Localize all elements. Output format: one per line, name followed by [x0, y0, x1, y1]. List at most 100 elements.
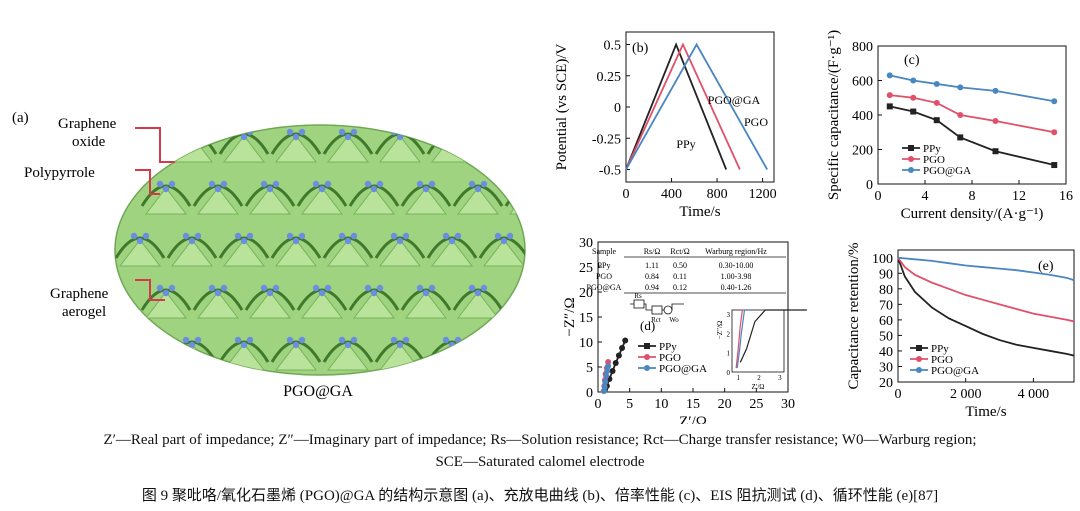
polypyrrole-dot: [292, 133, 300, 141]
x-tick-label: 16: [1059, 189, 1073, 204]
x-tick-label: 12: [1012, 189, 1026, 204]
table-header: Sample: [592, 247, 616, 256]
x-tick-label: 400: [661, 187, 682, 202]
aerogel-cell: [300, 187, 344, 215]
y-tick-label: 30: [879, 360, 893, 375]
legend-marker: [644, 365, 650, 371]
table-cell: 0.50: [673, 261, 687, 270]
y-tick-label: 80: [879, 283, 893, 298]
data-point: [612, 360, 619, 366]
series-line-pgo-ga: [897, 256, 1075, 282]
aerogel-cell: [144, 291, 188, 319]
polypyrrole-dot: [182, 336, 190, 344]
polypyrrole-dot: [448, 133, 456, 141]
legend-label: PGO@GA: [659, 363, 707, 375]
polypyrrole-dot: [422, 185, 430, 193]
circuit-label: Rct: [651, 316, 661, 324]
figure-caption: 图 9 聚吡咯/氧化石墨烯 (PGO)@GA 的结构示意图 (a)、充放电曲线 …: [141, 488, 939, 504]
x-axis-label: Time/s: [679, 204, 720, 220]
polypyrrole-dot: [292, 341, 300, 349]
legend-marker: [908, 145, 914, 151]
polypyrrole-dot: [156, 180, 164, 188]
polypyrrole-dot: [286, 232, 294, 240]
data-point: [933, 99, 940, 106]
graphene-sheet: [478, 132, 525, 155]
polypyrrole-dot: [312, 180, 320, 188]
aerogel-cell: [404, 187, 448, 215]
series-line-pgo: [897, 257, 1075, 323]
polypyrrole-dot: [136, 133, 144, 141]
plot-frame: [897, 249, 1075, 383]
polypyrrole-dot: [494, 336, 502, 344]
polypyrrole-dot: [416, 180, 424, 188]
polypyrrole-dot: [390, 336, 398, 344]
polypyrrole-dot: [234, 232, 242, 240]
circuit-label: Rs: [634, 292, 642, 300]
polypyrrole-dot: [390, 232, 398, 240]
polypyrrole-dot: [188, 133, 196, 141]
y-tick-label: 25: [579, 261, 593, 276]
legend-label: PPy: [931, 343, 949, 355]
panel-label: (c): [904, 53, 920, 68]
polypyrrole-dot: [442, 232, 450, 240]
table-cell: 1.00-3.98: [721, 272, 752, 281]
x-axis-label: Current density/(A·g⁻¹): [901, 206, 1044, 222]
y-tick-label: 0.25: [597, 70, 622, 85]
y-tick-label: 15: [579, 311, 593, 326]
polypyrrole-dot: [350, 128, 358, 136]
legend-label: PGO: [931, 354, 953, 366]
polypyrrole-dot: [260, 284, 268, 292]
x-tick-label: 800: [707, 187, 728, 202]
y-tick-label: 70: [879, 298, 893, 313]
aerogel-cell: [482, 135, 525, 163]
data-point: [910, 77, 917, 84]
series-line-ppy: [897, 257, 1075, 357]
polypyrrole-dot: [370, 185, 378, 193]
label-aerogel: aerogel: [62, 304, 106, 320]
circuit-rs: [633, 299, 645, 309]
callout-polypyrrole: [135, 169, 160, 195]
data-point: [609, 368, 616, 374]
aerogel-cell: [222, 239, 266, 267]
polypyrrole-dot: [402, 336, 410, 344]
aerogel-cell: [144, 187, 188, 215]
inset-y-label: −Z″/Ω: [716, 321, 724, 339]
aerogel-cell: [248, 187, 292, 215]
data-point: [1051, 98, 1058, 105]
data-point: [601, 384, 608, 390]
x-tick-label: 4 000: [1018, 387, 1050, 402]
inset-x-tick: 1: [736, 374, 740, 382]
polypyrrole-dot: [494, 232, 502, 240]
polypyrrole-dot: [428, 284, 436, 292]
polypyrrole-dot: [266, 185, 274, 193]
polypyrrole-dot: [298, 128, 306, 136]
polypyrrole-dot: [520, 180, 525, 188]
y-tick-label: 60: [879, 314, 893, 329]
table-header: Rct/Ω: [670, 247, 689, 256]
polypyrrole-dot: [364, 284, 372, 292]
polypyrrole-dot: [136, 237, 144, 245]
inset-series: [739, 309, 807, 363]
data-point: [957, 84, 964, 91]
legend-label: PGO: [659, 352, 681, 364]
aerogel-cell: [274, 239, 318, 267]
polypyrrole-dot: [168, 180, 176, 188]
polypyrrole-dot: [246, 232, 254, 240]
y-tick-label: 0: [614, 101, 621, 116]
polypyrrole-dot: [142, 336, 150, 344]
polypyrrole-dot: [350, 232, 358, 240]
polypyrrole-dot: [527, 290, 530, 296]
x-tick-label: 0: [595, 397, 602, 412]
polypyrrole-dot: [286, 128, 294, 136]
polypyrrole-dot: [428, 180, 436, 188]
polypyrrole-dot: [500, 133, 508, 141]
graphene-sheet: [504, 184, 525, 207]
data-point: [910, 94, 917, 101]
polypyrrole-dot: [142, 128, 150, 136]
x-tick-label: 0: [623, 187, 630, 202]
polypyrrole-dot: [156, 284, 164, 292]
legend-label: PPy: [659, 341, 677, 353]
